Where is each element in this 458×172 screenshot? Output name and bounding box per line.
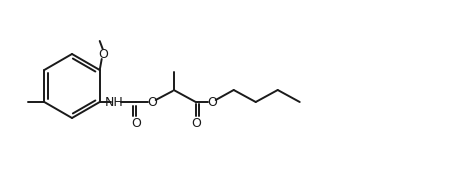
Text: O: O bbox=[131, 116, 141, 130]
Text: O: O bbox=[207, 95, 217, 109]
Text: O: O bbox=[191, 116, 201, 130]
Text: O: O bbox=[98, 47, 108, 61]
Text: O: O bbox=[147, 95, 157, 109]
Text: NH: NH bbox=[104, 95, 123, 109]
